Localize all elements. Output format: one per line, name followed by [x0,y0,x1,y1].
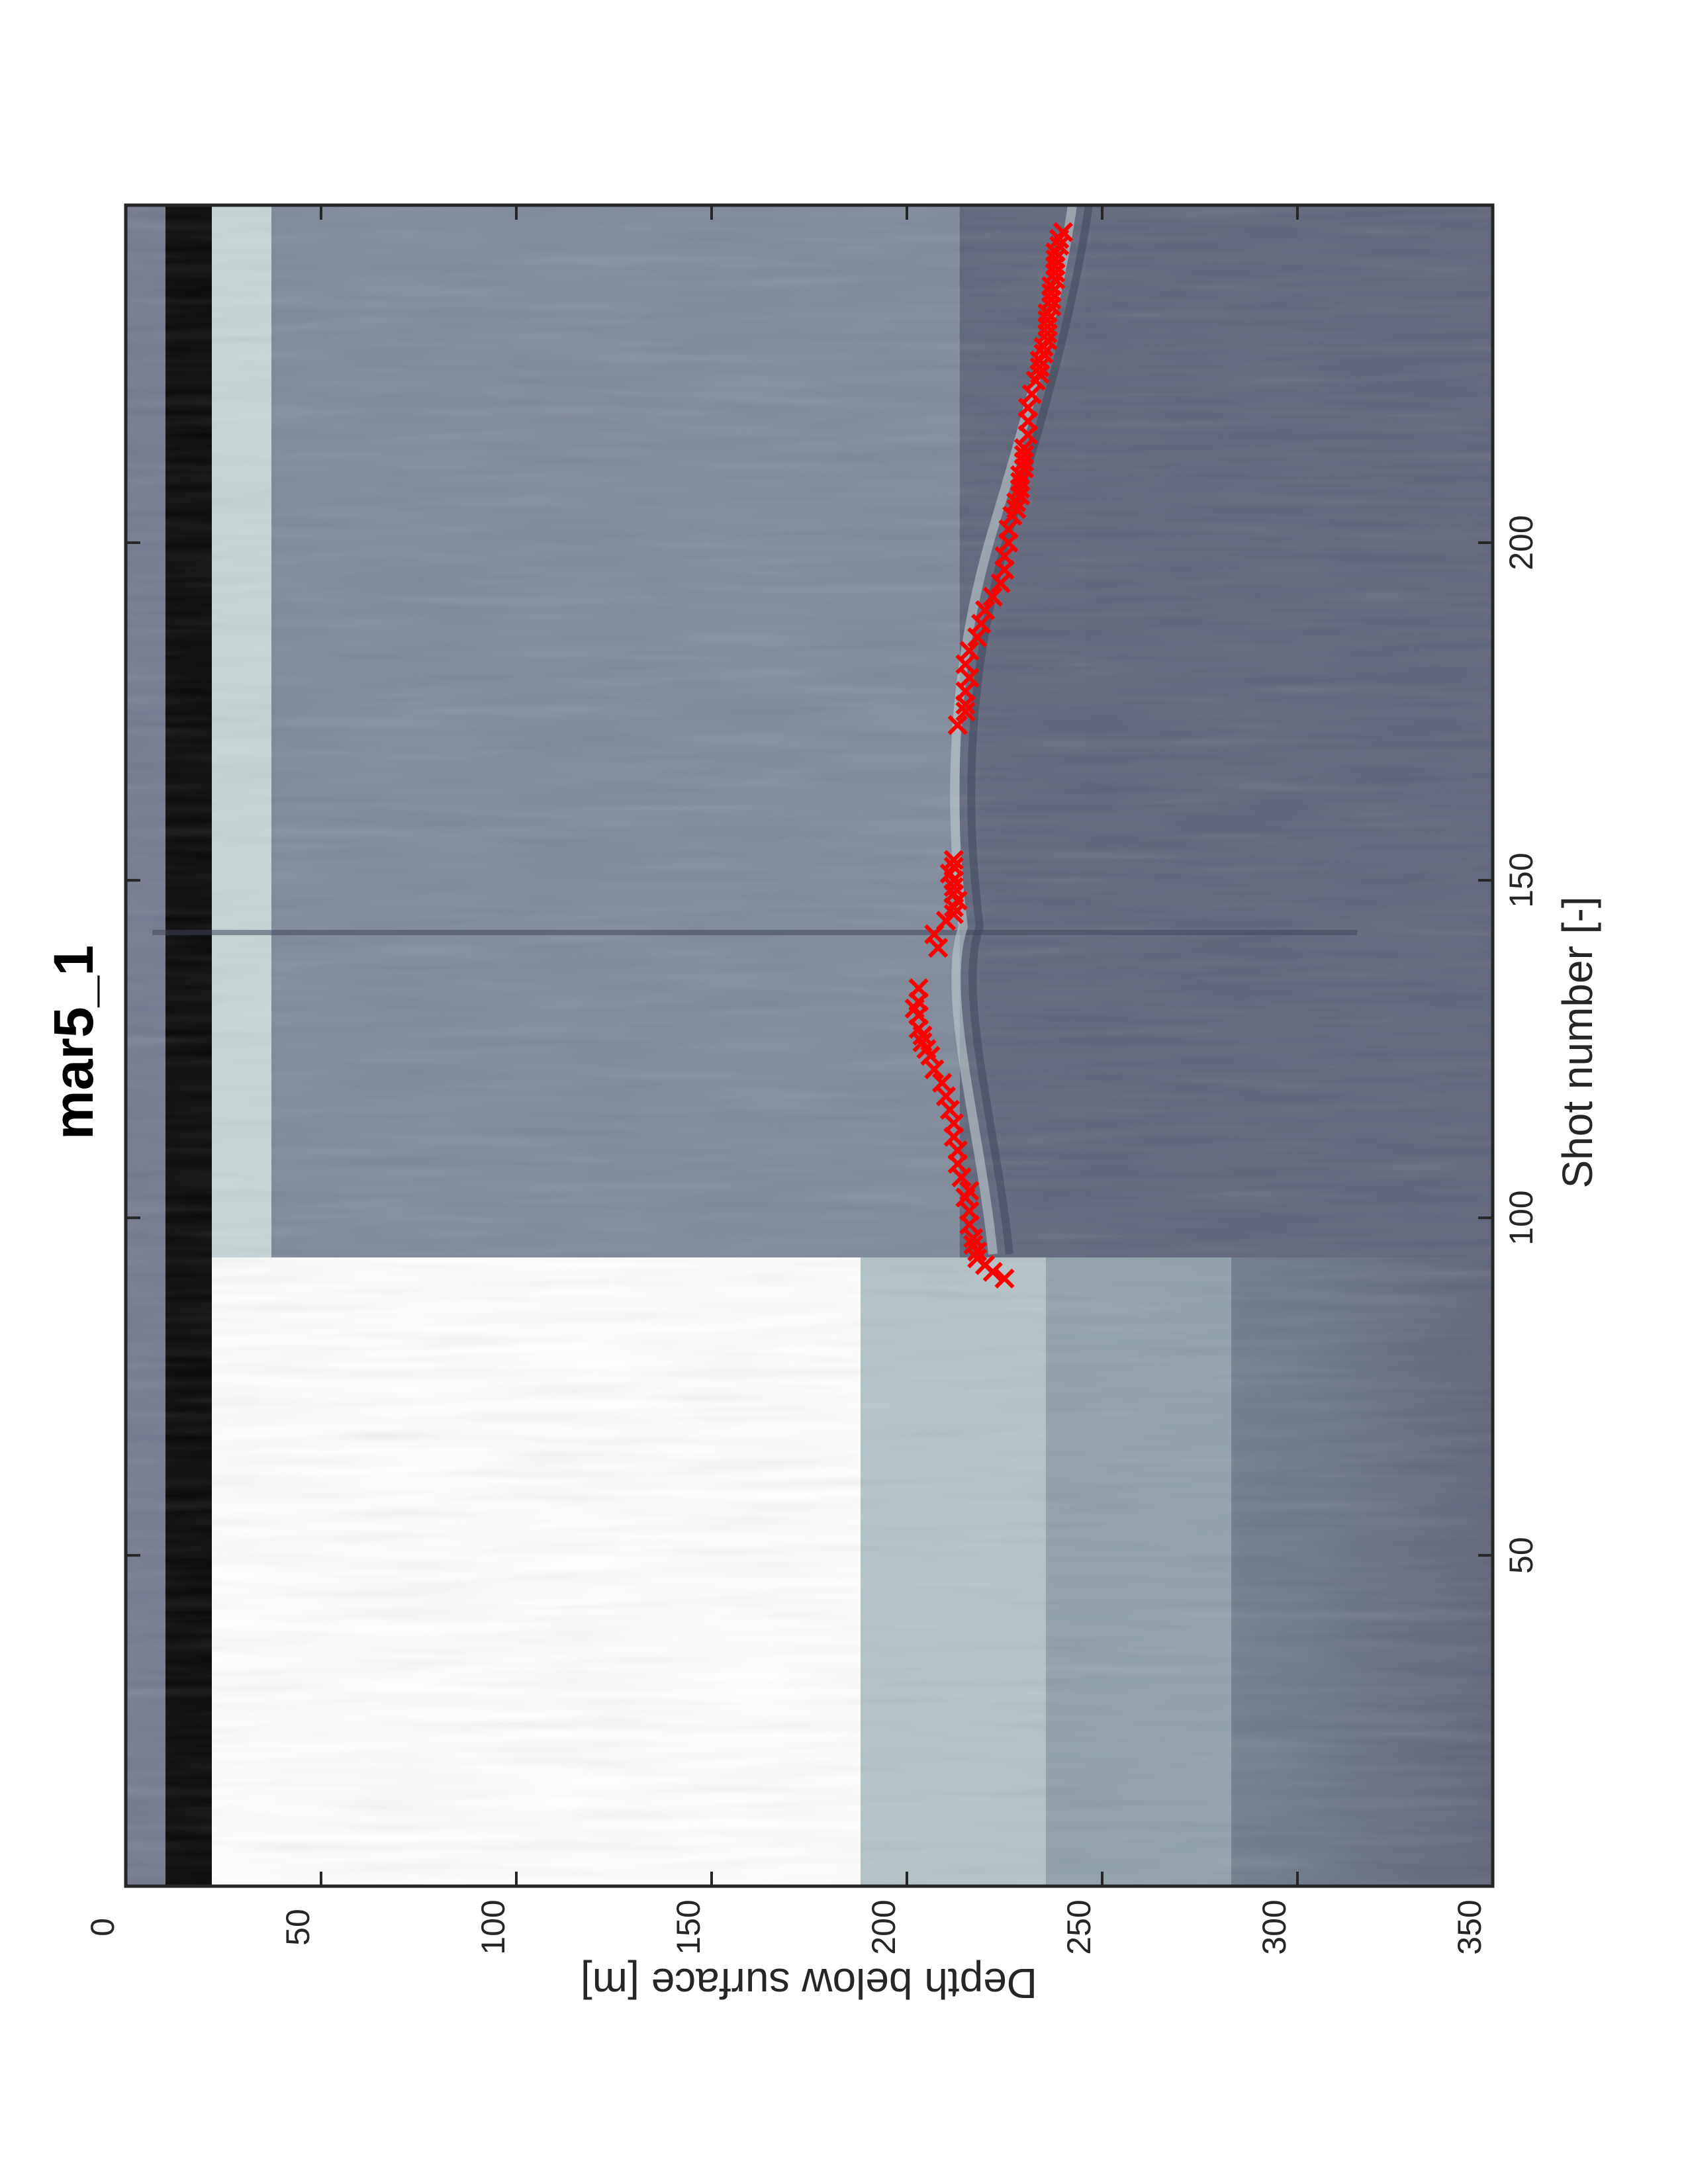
pick-marker [967,627,988,647]
pick-marker [1021,384,1042,404]
image-vertical-anomaly [152,930,1357,935]
x-tick-label: 50 [1503,1537,1540,1574]
pick-marker [970,614,992,634]
pick-marker [939,1099,961,1120]
pick-marker [1013,438,1035,459]
pick-marker [943,850,964,870]
pick-marker [1053,222,1074,242]
pick-marker [947,715,968,735]
pick-marker [955,681,976,702]
pick-marker [928,937,949,958]
y-tick-label: 200 [865,1899,902,1954]
pick-marker [1049,236,1070,256]
pick-marker [959,1181,980,1201]
pick-marker [1045,249,1066,269]
x-axis-label: Shot number [-] [1554,896,1601,1188]
pick-marker [974,600,996,621]
image-reflector-shadow [967,205,1093,1255]
y-tick-label: 300 [1256,1899,1293,1954]
pick-marker [959,641,980,661]
pick-marker [943,856,964,877]
pick-marker [943,903,964,925]
pick-marker [967,1248,988,1269]
pick-marker [982,586,1003,607]
pick-marker [959,1201,980,1222]
pick-marker [935,1086,957,1107]
pick-marker [963,1228,984,1248]
pick-marker [951,1167,972,1188]
pick-marker [943,877,964,897]
pick-marker [931,1072,953,1093]
pick-marker [912,1032,933,1053]
pick-marker [943,1113,964,1134]
x-axis-ticks: 50 100 150 200 [126,515,1540,1574]
pick-marker [1006,498,1027,520]
y-tick-label: 250 [1060,1899,1098,1954]
chart-title: mar5_1 [42,945,105,1140]
y-axis-ticks: 0 50 100 150 200 250 300 350 [84,205,1494,1955]
pick-marker [1041,283,1062,303]
axes-box [124,203,1495,1888]
y-tick-label: 350 [1451,1899,1488,1954]
pick-marker [998,519,1019,539]
pick-marker [1009,472,1031,492]
pick-marker [1037,310,1058,330]
pick-marker [955,701,976,722]
pick-markers [904,222,1074,1289]
x-tick-label: 200 [1503,515,1540,570]
pick-marker [924,1059,945,1079]
pick-marker [908,978,929,999]
y-tick-label: 50 [279,1909,316,1946]
pick-marker [1017,397,1039,418]
y-tick-label: 100 [475,1899,512,1954]
x-tick-label: 100 [1503,1190,1540,1245]
pick-marker [1033,343,1054,364]
pick-marker [994,1268,1015,1289]
pick-marker [1029,357,1050,377]
image-texture [126,205,1493,1886]
pick-marker [959,667,980,688]
pick-marker [990,573,1011,594]
pick-marker [955,654,976,674]
x-tick-label: 150 [1503,852,1540,907]
pick-marker [994,546,1015,567]
pick-marker [947,1140,968,1161]
y-tick-label: 0 [84,1918,121,1936]
radar-image [126,205,1493,1886]
pick-marker [1013,445,1035,465]
y-axis-label: Depth below surface [m] [581,1960,1037,2007]
y-tick-label: 150 [670,1899,707,1954]
pick-marker [963,1234,984,1255]
